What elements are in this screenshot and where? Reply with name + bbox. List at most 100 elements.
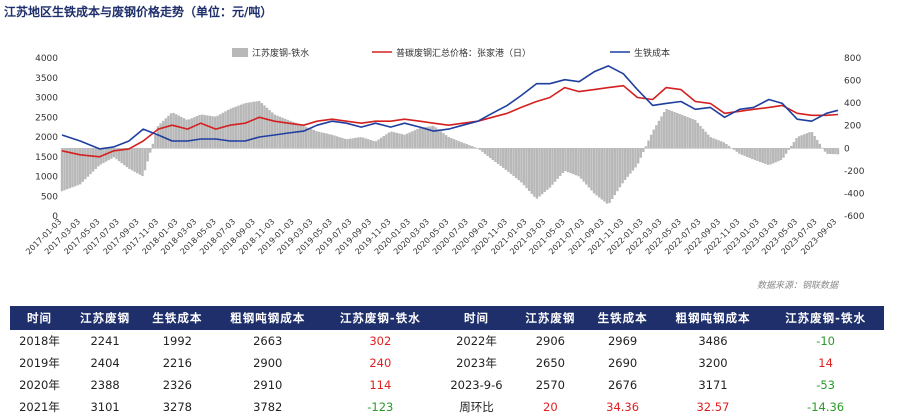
- table-cell: 2023-9-6: [450, 378, 503, 392]
- spread-bar: [678, 113, 681, 149]
- left-tick-label: 2000: [35, 133, 58, 143]
- spread-bar: [206, 115, 209, 149]
- spread-bar: [296, 123, 300, 149]
- spread-bar: [426, 126, 430, 149]
- right-tick-label: 600: [844, 77, 861, 87]
- spread-bar: [260, 103, 264, 149]
- spread-bar: [286, 119, 289, 149]
- table-cell: 3486: [698, 334, 728, 348]
- price-table: 时间 江苏废钢 生铁成本 粗钢吨钢成本 江苏废钢-铁水 时间 江苏废钢 生铁成本 粗钢吨钢成本江…: [10, 306, 884, 416]
- spread-bar: [356, 137, 360, 149]
- table-cell: 2021年: [19, 400, 60, 414]
- spread-bar: [354, 137, 357, 149]
- spread-bar: [110, 148, 113, 159]
- spread-bar: [579, 148, 583, 179]
- legend-label-iron: 生铁成本: [634, 47, 670, 59]
- table-cell: 周环比: [459, 400, 494, 414]
- spread-bar: [154, 134, 157, 149]
- spread-bar: [309, 128, 313, 149]
- spread-bar: [481, 148, 484, 152]
- spread-bar: [219, 114, 222, 149]
- left-tick-label: 3500: [35, 74, 58, 84]
- spread-bar: [494, 148, 497, 163]
- iron-cost-line: [61, 65, 839, 150]
- spread-bar: [670, 110, 674, 149]
- spread-bar: [546, 148, 549, 190]
- spread-bar: [818, 143, 822, 149]
- spread-bar: [76, 148, 79, 186]
- spread-bar: [608, 148, 611, 203]
- spread-bar: [413, 130, 417, 149]
- spread-bar: [540, 148, 544, 195]
- spread-bar: [634, 148, 637, 168]
- spread-bar: [577, 148, 580, 177]
- spread-bar: [187, 119, 191, 149]
- spread-bar: [224, 111, 227, 149]
- spread-bar: [686, 116, 689, 149]
- spread-bar: [636, 148, 640, 164]
- spread-bar: [556, 148, 559, 179]
- spread-bar: [364, 138, 367, 149]
- spread-bar: [315, 131, 318, 149]
- spread-bar: [522, 148, 526, 186]
- spread-bar: [527, 148, 531, 191]
- left-tick-label: 4000: [35, 54, 58, 64]
- spread-bar: [533, 148, 536, 197]
- spread-bar: [450, 138, 453, 149]
- spread-bar: [691, 119, 694, 149]
- table-header-cell: 生铁成本: [586, 306, 659, 330]
- spread-bar: [387, 132, 391, 149]
- spread-bar: [322, 132, 326, 149]
- spread-bar: [195, 116, 199, 149]
- spread-bar: [753, 148, 757, 161]
- spread-bar: [128, 148, 131, 169]
- spread-bar: [213, 116, 217, 149]
- spread-bar: [203, 115, 206, 149]
- spread-bar: [278, 116, 282, 149]
- table-cell: 3171: [698, 378, 728, 392]
- spread-bar: [699, 125, 702, 149]
- spread-bar: [694, 120, 697, 149]
- spread-bar: [405, 133, 409, 149]
- table-cell: 302: [369, 334, 392, 348]
- spread-bar: [683, 115, 687, 149]
- spread-bar: [320, 132, 323, 149]
- spread-bar: [177, 115, 180, 149]
- spread-bar: [421, 127, 424, 149]
- spread-bar: [164, 118, 168, 149]
- spread-bar: [782, 148, 785, 158]
- spread-bar: [226, 109, 230, 149]
- spread-bar: [748, 148, 751, 159]
- x-axis: 2017-01-032017-03-032017-05-032017-07-03…: [24, 147, 838, 256]
- spread-bar: [805, 133, 809, 149]
- spread-bar: [582, 148, 585, 182]
- left-tick-label: 1500: [35, 153, 58, 163]
- spread-bar: [307, 127, 310, 149]
- spread-bar: [823, 148, 827, 152]
- spread-bar: [291, 121, 295, 149]
- spread-bar: [167, 115, 170, 149]
- spread-bar: [162, 120, 165, 149]
- spread-bar: [657, 120, 661, 149]
- spread-bar: [273, 114, 277, 149]
- right-tick-label: -200: [844, 167, 865, 177]
- spread-bar: [743, 148, 746, 156]
- spread-bar: [756, 148, 759, 162]
- spread-bar: [777, 148, 780, 162]
- spread-bar: [631, 148, 635, 171]
- spread-bar: [473, 147, 476, 149]
- table-cell: -10: [816, 334, 835, 348]
- spread-bar: [333, 135, 336, 149]
- spread-bar: [185, 119, 188, 149]
- spread-bar: [149, 148, 152, 153]
- table-cell: 2676: [607, 378, 638, 392]
- spread-bar: [800, 135, 803, 149]
- table-cell: 2404: [90, 356, 120, 370]
- spread-bar: [335, 136, 339, 149]
- spread-bar: [104, 148, 108, 162]
- spread-bar: [172, 112, 175, 149]
- spread-bar: [141, 148, 144, 177]
- spread-bar: [709, 137, 713, 149]
- spread-bar: [182, 118, 186, 149]
- spread-bar: [483, 148, 487, 154]
